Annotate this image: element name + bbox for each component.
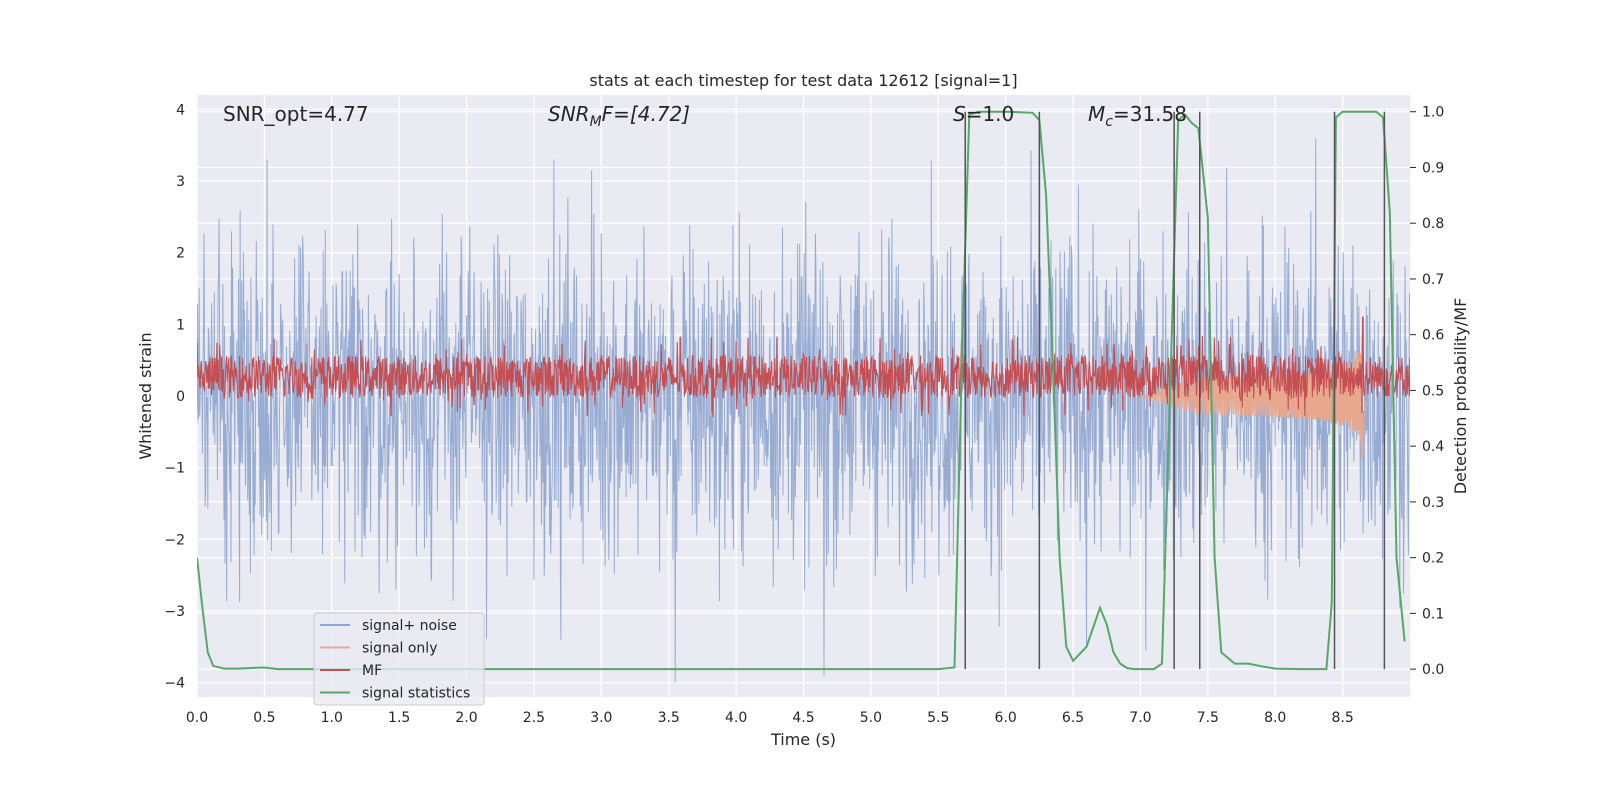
y-right-tick-label: 0.0 [1422, 662, 1444, 678]
data-series-layer [197, 110, 1410, 683]
annotation-snr-mf: SNRMF=[4.72] [548, 102, 690, 130]
x-tick-label: 8.0 [1264, 710, 1286, 726]
x-tick-label: 1.0 [321, 710, 343, 726]
annotation-s-value: =1.0 [966, 102, 1015, 126]
y-right-tick-label: 0.3 [1422, 495, 1444, 511]
y-right-tick-label: 0.9 [1422, 160, 1444, 176]
x-axis-label: Time (s) [770, 730, 836, 749]
legend-label: signal only [362, 641, 437, 657]
y-right-tick-label: 0.2 [1422, 551, 1444, 567]
x-tick-label: 5.0 [860, 710, 882, 726]
x-tick-label: 2.5 [523, 710, 545, 726]
y-left-tick-label: 4 [176, 102, 185, 118]
legend-label: MF [362, 663, 382, 679]
series-mf-line [197, 316, 1410, 417]
legend-box [313, 612, 485, 706]
y-left-tick-label: 2 [176, 246, 185, 262]
x-tick-label: 7.0 [1129, 710, 1151, 726]
y-right-tick-label: 0.5 [1422, 383, 1444, 399]
x-tick-label: 1.5 [388, 710, 410, 726]
x-tick-label: 7.5 [1197, 710, 1219, 726]
x-tick-label: 3.5 [658, 710, 680, 726]
annotation-mc-subscript: c [1105, 114, 1113, 130]
vertical-markers [964, 111, 1386, 670]
annotation-mc-symbol: M [1088, 102, 1105, 126]
series-signal-statistics-line [197, 110, 1406, 671]
x-tick-label: 0.0 [186, 710, 208, 726]
y-left-tick-label: −4 [164, 676, 185, 692]
x-tick-label: 2.0 [455, 710, 477, 726]
annotation-snr-mf-value: F=[4.72] [602, 102, 690, 126]
y-left-tick-label: 0 [176, 389, 185, 405]
x-tick-label: 8.5 [1331, 710, 1353, 726]
legend-label: signal statistics [362, 686, 470, 702]
legend: signal+ noise signal only MF signal statist… [313, 612, 485, 706]
x-tick-label: 6.0 [995, 710, 1017, 726]
x-tick-label: 5.5 [927, 710, 949, 726]
x-tick-label: 0.5 [253, 710, 275, 726]
y-left-tick-label: 3 [176, 174, 185, 190]
x-tick-label: 3.0 [590, 710, 612, 726]
annotation-mc: Mc=31.58 [1088, 102, 1187, 130]
legend-label: signal+ noise [362, 618, 457, 634]
x-tick-label: 6.5 [1062, 710, 1084, 726]
y-right-tick-label: 0.7 [1422, 272, 1444, 288]
y-left-tick-label: −1 [164, 461, 185, 477]
annotation-snr-mf-subscript: M [590, 114, 602, 130]
y-left-tick-label: −2 [164, 532, 185, 548]
chart-title: stats at each timestep for test data 126… [589, 71, 1017, 90]
tick-labels: 0.0 0.5 1.0 1.5 2.0 2.5 3.0 3.5 4.0 4.5 5.0 5.5 6.0 6… [164, 102, 1444, 726]
y-right-tick-label: 0.4 [1422, 439, 1444, 455]
y-left-tick-label: 1 [176, 317, 185, 333]
y-axis-label-left: Whitened strain [136, 332, 155, 459]
annotation-s: S=1.0 [953, 102, 1014, 126]
y-left-tick-label: −3 [164, 604, 185, 620]
series-signal-plus-noise-line [197, 137, 1410, 683]
annotation-snr-opt: SNR_opt=4.77 [223, 102, 369, 126]
y-right-tick-label: 0.1 [1422, 606, 1444, 622]
x-tick-label: 4.0 [725, 710, 747, 726]
x-tick-label: 4.5 [792, 710, 814, 726]
y-right-tick-label: 1.0 [1422, 105, 1444, 121]
y-right-tick-label: 0.6 [1422, 328, 1444, 344]
annotation-snr-mf-symbol: SNR [548, 102, 590, 126]
annotation-s-symbol: S [953, 102, 966, 126]
y-right-tick-label: 0.8 [1422, 216, 1444, 232]
y-axis-label-right: Detection probability/MF [1451, 298, 1470, 495]
annotation-mc-value: =31.58 [1113, 102, 1187, 126]
